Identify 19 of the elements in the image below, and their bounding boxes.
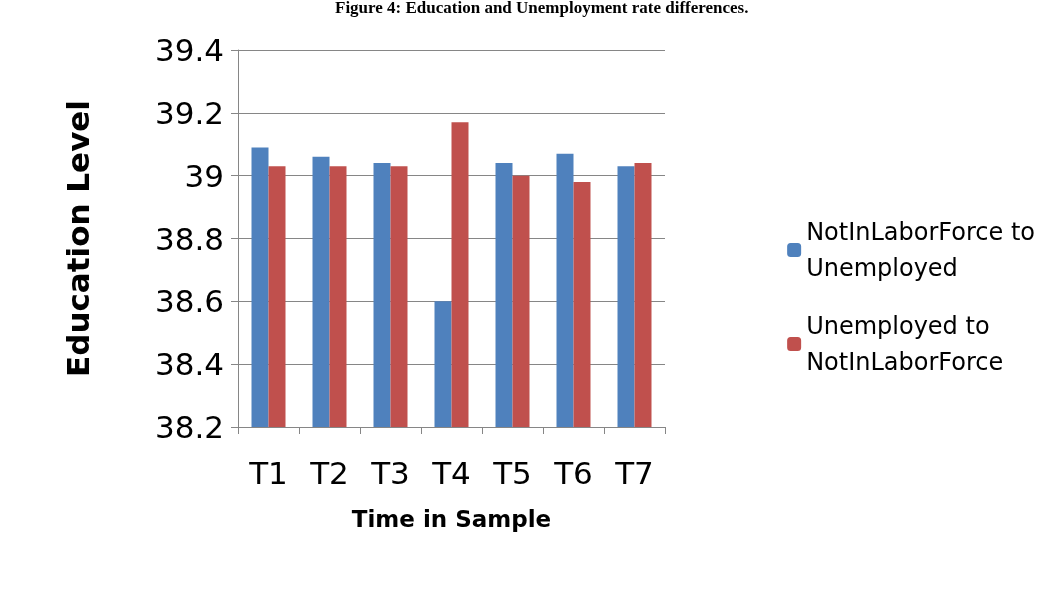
legend-label: Unemployed to NotInLaborForce xyxy=(806,312,1004,376)
y-tick-label: 38.2 xyxy=(154,409,224,445)
y-tick-label: 39.2 xyxy=(154,94,224,131)
y-axis-title: Education Level xyxy=(59,100,96,377)
x-tick-label: T2 xyxy=(309,454,349,491)
y-tick-label: 39.4 xyxy=(154,32,224,68)
y-tick-label: 38.4 xyxy=(154,346,224,383)
y-tick-label: 39 xyxy=(184,157,224,194)
x-tick-label: T7 xyxy=(614,454,654,491)
x-tick-label: T3 xyxy=(370,454,410,491)
x-tick-label: T6 xyxy=(553,454,593,491)
x-tick-label: T5 xyxy=(492,454,532,491)
y-tick-label: 38.6 xyxy=(154,283,224,320)
x-tick-label: T4 xyxy=(431,454,471,491)
x-axis-title: Time in Sample xyxy=(351,505,552,532)
x-tick-label: T1 xyxy=(248,454,288,491)
chart-title: Figure 4: Education and Unemployment rate differences. xyxy=(335,0,749,17)
legend-label: NotInLaborForce to Unemployed xyxy=(806,218,1035,282)
y-tick-label: 38.8 xyxy=(154,220,224,257)
